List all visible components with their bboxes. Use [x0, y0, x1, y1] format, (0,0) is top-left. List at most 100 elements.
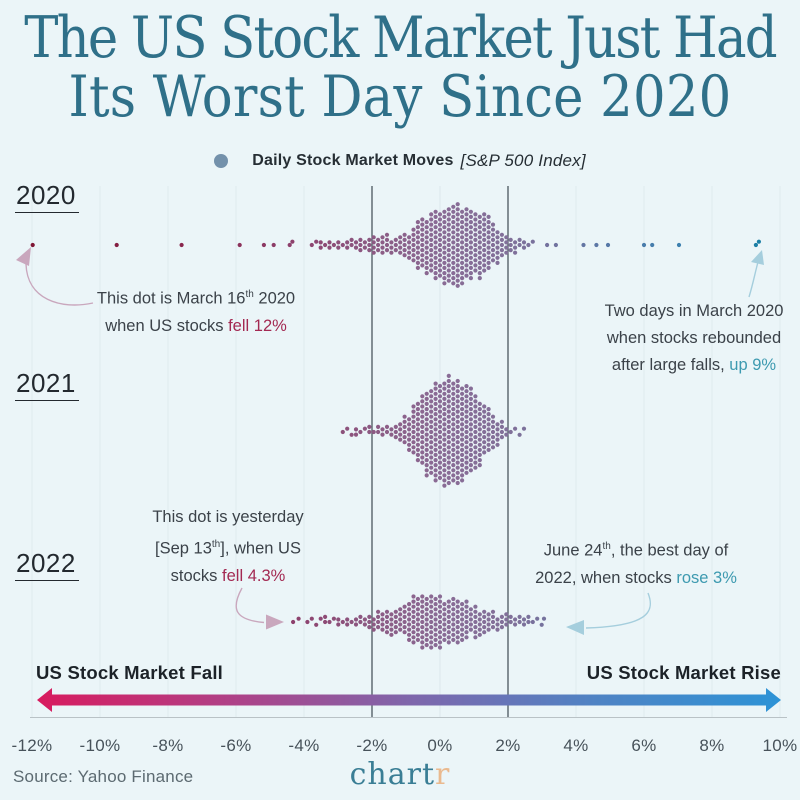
daily-move-dot [446, 207, 451, 212]
daily-move-dot [468, 468, 473, 473]
daily-move-dot [424, 412, 429, 417]
daily-move-dot [446, 394, 451, 399]
daily-move-dot [468, 276, 473, 281]
daily-move-dot [477, 612, 482, 617]
daily-move-dot [460, 265, 465, 270]
daily-move-dot [455, 258, 460, 263]
daily-move-dot [429, 635, 434, 640]
daily-move-dot [433, 607, 438, 612]
annotation-line: Two days in March 2020 [605, 298, 784, 325]
daily-move-dot [490, 222, 496, 227]
daily-move-dot [415, 265, 420, 270]
daily-move-dot [455, 212, 460, 217]
daily-move-dot [411, 604, 416, 609]
daily-move-dot [451, 391, 456, 396]
daily-move-dot [468, 214, 473, 219]
daily-move-dot [464, 630, 469, 635]
daily-move-dot [437, 450, 443, 455]
daily-move-dot [389, 632, 394, 637]
daily-move-dot [380, 622, 385, 627]
daily-move-dot [451, 281, 456, 286]
daily-move-dot [468, 627, 473, 632]
daily-move-dot [499, 237, 504, 242]
daily-move-dot [415, 407, 420, 412]
daily-move-dot [429, 414, 434, 419]
daily-move-dot [446, 625, 451, 630]
annotation-june-2022-rise: June 24th, the best day of 2022, when sto… [535, 533, 737, 592]
daily-move-dot [415, 437, 420, 442]
daily-move-dot [442, 417, 447, 422]
daily-move-dot [504, 432, 509, 437]
daily-move-dot [429, 409, 434, 414]
daily-move-dot [429, 640, 434, 645]
daily-move-dot [429, 455, 434, 460]
daily-move-dot [464, 394, 469, 399]
daily-move-dot [490, 227, 496, 232]
daily-move-dot [402, 435, 407, 440]
daily-move-dot [420, 248, 425, 253]
daily-move-dot [495, 622, 500, 627]
daily-move-dot [389, 627, 394, 632]
daily-move-dot [455, 237, 460, 242]
daily-move-dot [460, 230, 465, 235]
daily-move-dot [437, 424, 443, 429]
daily-move-dot [460, 612, 465, 617]
daily-move-dot [380, 427, 385, 432]
daily-move-dot [473, 232, 478, 237]
daily-move-dot [446, 212, 451, 217]
daily-move-dot [398, 422, 403, 427]
daily-move-dot [393, 248, 398, 253]
source-credit: Source: Yahoo Finance [13, 767, 194, 786]
daily-move-dot [460, 271, 465, 276]
daily-move-dot [420, 394, 425, 399]
daily-move-dot [424, 468, 429, 473]
daily-move-dot [499, 248, 504, 253]
daily-move-dot [473, 614, 478, 620]
daily-move-dot [468, 412, 473, 417]
daily-move-dot [455, 263, 460, 268]
legend-note: [S&P 500 Index] [460, 151, 586, 170]
daily-move-dot [455, 614, 460, 620]
daily-move-dot [468, 463, 473, 468]
daily-move-dot [398, 427, 403, 432]
daily-move-dot [393, 619, 398, 625]
daily-move-dot [407, 240, 412, 245]
daily-move-dot [451, 637, 456, 643]
chart-legend: Daily Stock Market Moves [S&P 500 Index] [0, 151, 800, 171]
daily-move-dot [407, 607, 412, 612]
daily-move-dot [420, 227, 425, 232]
daily-move-dot [482, 424, 487, 429]
daily-move-dot [437, 384, 443, 389]
rise-highlight-text: up 9% [729, 356, 777, 374]
daily-move-dot [455, 394, 460, 399]
daily-move-dot [442, 401, 447, 406]
rise-label: US Stock Market Rise [586, 662, 781, 683]
daily-move-dot [389, 250, 394, 255]
daily-move-dot [429, 604, 434, 609]
daily-move-dot [446, 630, 451, 635]
daily-move-dot [424, 245, 429, 250]
daily-move-dot [402, 248, 407, 253]
daily-move-dot [482, 217, 487, 222]
daily-move-dot [490, 414, 496, 419]
annotation-march-2020-fall: This dot is March 16th 2020 when US stock… [97, 281, 295, 340]
daily-move-dot [420, 435, 425, 440]
daily-move-dot [464, 222, 469, 227]
daily-move-dot [460, 627, 465, 632]
daily-move-dot [486, 447, 491, 452]
daily-move-dot [407, 417, 412, 422]
chart-title: The US Stock Market Just Had Its Worst D… [0, 9, 800, 127]
daily-move-dot [415, 250, 420, 255]
fall-label: US Stock Market Fall [36, 662, 224, 683]
daily-move-dot [437, 455, 443, 460]
daily-move-dot [433, 225, 438, 230]
daily-move-dot [455, 619, 460, 625]
daily-move-dot [460, 255, 465, 260]
daily-move-dot [468, 427, 473, 432]
daily-move-dot [429, 263, 434, 268]
daily-move-dot [464, 384, 469, 389]
daily-move-dot [323, 619, 328, 625]
daily-move-dot [486, 265, 491, 270]
daily-move-dot [442, 281, 447, 286]
daily-move-dot [353, 240, 359, 245]
